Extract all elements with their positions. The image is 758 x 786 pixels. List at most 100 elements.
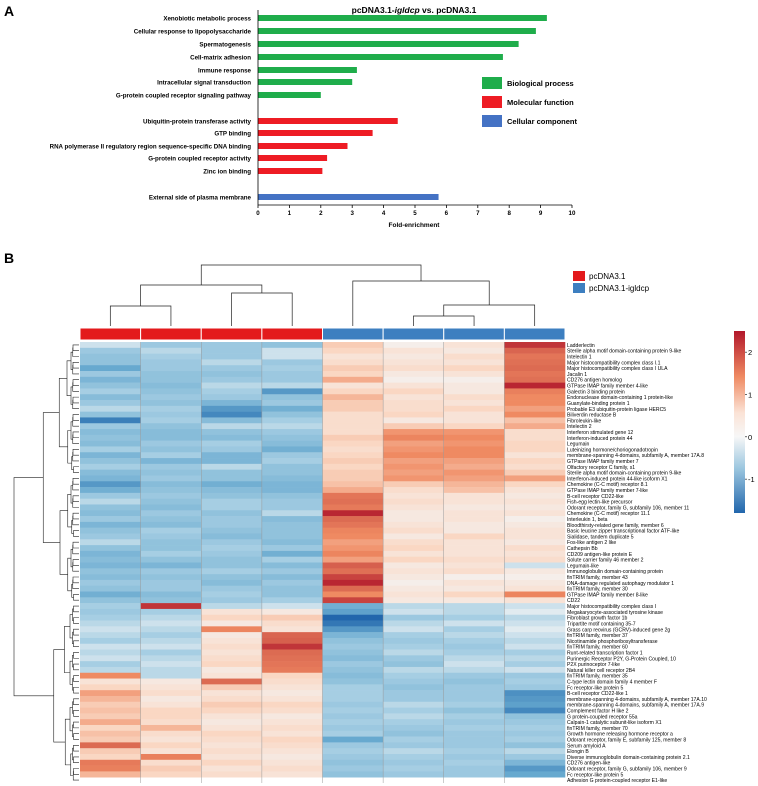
heatmap-cell <box>201 423 263 430</box>
heatmap-cell <box>443 365 505 372</box>
heatmap-cell <box>140 707 202 714</box>
dendrogram-branch <box>73 640 79 647</box>
heatmap-row-label: GTPase IMAP family member 7 <box>567 459 639 465</box>
heatmap-row-label: Sterile alpha motif domain-containing pr… <box>567 349 682 355</box>
heatmap-cell <box>261 510 323 517</box>
heatmap-cell <box>140 516 202 523</box>
dendrogram-branch <box>72 417 79 427</box>
heatmap-cell <box>443 748 505 755</box>
heatmap-cell <box>383 672 445 679</box>
heatmap-cell <box>80 591 141 598</box>
dendrogram-branch <box>72 399 79 410</box>
heatmap-cell <box>322 649 384 656</box>
heatmap-cell <box>261 405 323 412</box>
heatmap-cell <box>443 504 505 511</box>
heatmap-cell <box>504 736 566 743</box>
heatmap-row-label: finTRIM family, member 43 <box>567 575 628 581</box>
column-group-cell <box>140 327 202 341</box>
heatmap-cell <box>504 423 566 430</box>
heatmap-cell <box>443 556 505 563</box>
heatmap-cell <box>80 492 141 499</box>
heatmap <box>80 342 566 783</box>
heatmap-cell <box>443 736 505 743</box>
heatmap-cell <box>261 655 323 662</box>
heatmap-cell <box>261 632 323 639</box>
heatmap-cell <box>443 620 505 627</box>
legend-label: Biological process <box>507 79 574 88</box>
heatmap-cell <box>504 527 566 534</box>
heatmap-cell <box>201 498 263 505</box>
heatmap-cell <box>80 539 141 546</box>
heatmap-cell <box>504 521 566 528</box>
heatmap-cell <box>261 678 323 685</box>
heatmap-cell <box>140 574 202 581</box>
heatmap-cell <box>80 423 141 430</box>
heatmap-cell <box>322 533 384 540</box>
heatmap-cell <box>322 342 384 349</box>
heatmap-cell <box>383 469 445 476</box>
heatmap-row-label: C-type lectin domain family 4 member F <box>567 679 657 685</box>
heatmap-cell <box>383 521 445 528</box>
heatmap-cell <box>140 400 202 407</box>
heatmap-cell <box>322 661 384 668</box>
heatmap-cell <box>504 742 566 749</box>
heatmap-row-label: finTRIM family, member 35 <box>567 674 628 680</box>
heatmap-cell <box>443 487 505 494</box>
dendrogram-branch <box>72 451 79 462</box>
heatmap-cell <box>443 591 505 598</box>
dendrogram-branch <box>73 605 79 613</box>
heatmap-cell <box>322 394 384 401</box>
heatmap-cell <box>322 423 384 430</box>
group-legend-label: pcDNA3.1-igldcp <box>589 284 650 293</box>
heatmap-cell <box>383 748 445 755</box>
heatmap-cell <box>443 510 505 517</box>
heatmap-cell <box>80 707 141 714</box>
heatmap-cell <box>504 672 566 679</box>
heatmap-cell <box>80 411 141 418</box>
heatmap-cell <box>261 434 323 441</box>
heatmap-cell <box>261 429 323 436</box>
heatmap-cell <box>504 510 566 517</box>
heatmap-cell <box>201 492 263 499</box>
heatmap-cell <box>443 371 505 378</box>
heatmap-cell <box>383 359 445 366</box>
heatmap-cell <box>504 365 566 372</box>
heatmap-cell <box>504 666 566 674</box>
heatmap-cell <box>383 591 445 598</box>
heatmap-cell <box>443 521 505 528</box>
heatmap-cell <box>443 701 505 708</box>
dendrogram-branch <box>73 744 79 752</box>
heatmap-cell <box>383 579 445 587</box>
heatmap-cell <box>383 730 445 737</box>
heatmap-cell <box>443 394 505 401</box>
heatmap-cell <box>261 585 323 592</box>
heatmap-row-label: Basic leucine zipper transcriptional fac… <box>567 529 679 535</box>
heatmap-cell <box>383 452 445 459</box>
heatmap-cell <box>261 394 323 401</box>
heatmap-cell <box>383 417 445 424</box>
heatmap-cell <box>201 771 263 778</box>
heatmap-row-label: Major histocompatibility complex class I <box>567 604 656 610</box>
heatmap-cell <box>383 382 445 389</box>
bar-chart: Xenobiotic metabolic process Cellular res… <box>50 10 576 217</box>
x-tick-label: 3 <box>350 210 354 217</box>
heatmap-cell <box>443 342 505 349</box>
heatmap-cell <box>261 492 323 499</box>
heatmap-cell <box>140 371 202 378</box>
heatmap-cell <box>140 487 202 494</box>
heatmap-row-label: DNA-damage regulated autophagy modulator… <box>567 581 674 587</box>
heatmap-cell <box>140 690 202 697</box>
heatmap-cell <box>443 434 505 441</box>
heatmap-cell <box>140 579 202 587</box>
heatmap-cell <box>80 527 141 534</box>
heatmap-cell <box>140 742 202 749</box>
heatmap-cell <box>443 347 505 354</box>
heatmap-cell <box>261 713 323 720</box>
heatmap-cell <box>443 376 505 383</box>
heatmap-cell <box>140 429 202 436</box>
heatmap-cell <box>504 533 566 540</box>
heatmap-cell <box>383 440 445 447</box>
heatmap-cell <box>261 568 323 575</box>
heatmap-cell <box>443 458 505 465</box>
heatmap-cell <box>443 562 505 569</box>
